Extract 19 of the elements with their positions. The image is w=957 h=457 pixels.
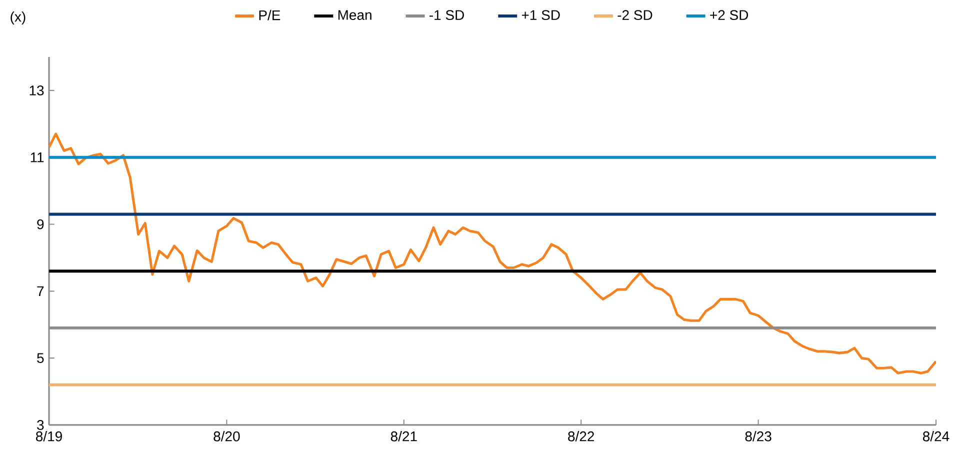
x-tick-label: 8/24 (922, 431, 950, 442)
y-tick-label: 7 (37, 286, 44, 296)
legend-label: -1 SD (430, 10, 464, 20)
x-tick-label: 8/22 (568, 431, 594, 442)
y-tick-label: 13 (30, 86, 44, 96)
x-tick-label: 8/21 (390, 431, 417, 442)
legend-label: +1 SD (522, 10, 560, 20)
y-axis-title: (x) (10, 11, 26, 25)
legend-label: -2 SD (618, 10, 652, 20)
y-tick-label: 11 (30, 152, 44, 162)
x-tick-label: 8/20 (214, 431, 240, 442)
legend-label: Mean (338, 10, 372, 20)
x-tick-label: 8/19 (36, 431, 62, 442)
legend-label: +2 SD (710, 10, 748, 20)
y-tick-label: 9 (37, 219, 44, 230)
legend-label: P/E (259, 10, 280, 20)
y-tick-label: 3 (37, 420, 44, 430)
x-tick-label: 8/23 (745, 431, 772, 442)
y-tick-label: 5 (37, 353, 44, 363)
